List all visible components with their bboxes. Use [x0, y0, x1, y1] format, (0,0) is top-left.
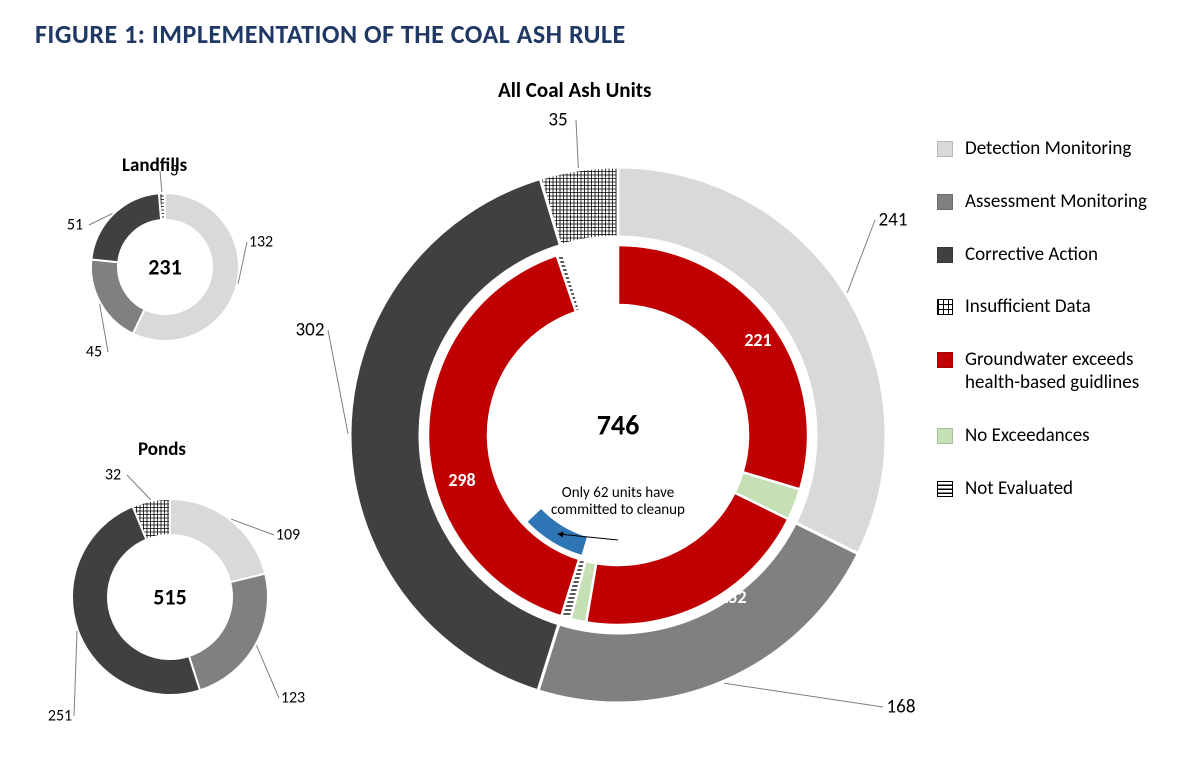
label-main-insufficient: 35	[548, 109, 567, 132]
label-lf-assessment: 45	[86, 343, 102, 362]
label-inner-det: 221	[744, 329, 771, 351]
label-pd-corrective: 251	[48, 707, 72, 726]
ponds-center-value: 515	[153, 584, 186, 611]
chart-canvas	[0, 0, 1195, 784]
cleanup-annotation: Only 62 units have committed to cleanup	[538, 485, 698, 520]
label-inner-corr: 298	[448, 469, 475, 491]
label-lf-corrective: 51	[67, 216, 83, 235]
label-main-corrective: 302	[296, 319, 325, 342]
label-inner-asmt: 152	[719, 586, 746, 608]
landfills-center-value: 231	[148, 254, 181, 281]
label-pd-assessment: 123	[281, 689, 305, 708]
label-pd-detection: 109	[276, 526, 300, 545]
label-main-assessment: 168	[887, 696, 916, 719]
label-main-detection: 241	[879, 209, 908, 232]
label-lf-detection: 132	[249, 233, 273, 252]
label-lf-insufficient: 3	[170, 162, 178, 181]
label-pd-insufficient: 32	[105, 466, 121, 485]
main-center-value: 746	[597, 408, 640, 443]
